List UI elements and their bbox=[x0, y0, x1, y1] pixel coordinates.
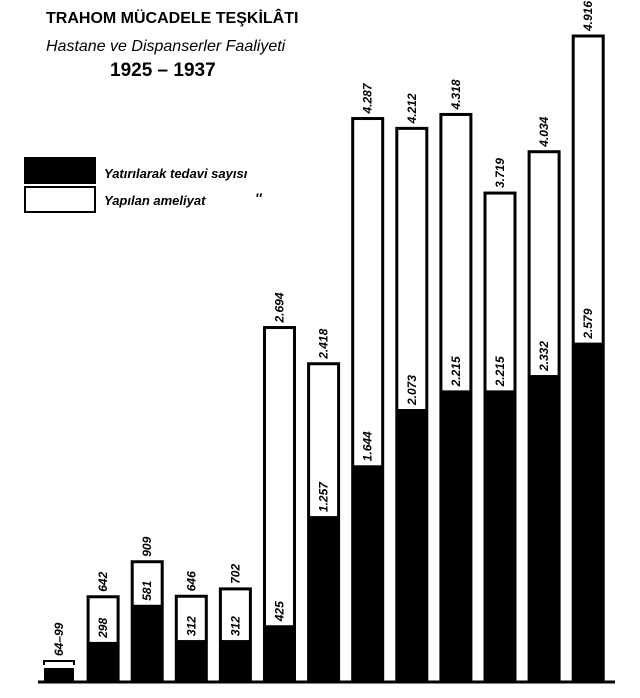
bar-label-top-1928: 646 bbox=[184, 571, 198, 591]
bar-label-inside-1937: 2.579 bbox=[581, 308, 595, 339]
bar-label-inside-1930: 425 bbox=[273, 601, 287, 622]
bar-label-top-1926: 642 bbox=[96, 571, 110, 591]
bar-label-top-1929: 702 bbox=[228, 564, 242, 584]
bar-1926-yatirilarak bbox=[88, 642, 118, 681]
bar-label-top-1933: 4.212 bbox=[405, 93, 419, 124]
bar-1927-yatirilarak bbox=[132, 605, 162, 681]
bar-1928-yatirilarak bbox=[176, 640, 206, 681]
bar-label-top-1937: 4.916 bbox=[581, 1, 595, 32]
bar-label-inside-1934: 2.215 bbox=[449, 356, 463, 387]
bar-1933-yatirilarak bbox=[397, 409, 427, 681]
legend-swatch-ameliyat bbox=[25, 187, 95, 212]
bar-1925-bracket bbox=[44, 661, 74, 665]
legend-swatch-yatirilarak bbox=[25, 158, 95, 183]
bar-label-inside-1936: 2.332 bbox=[537, 341, 551, 372]
bar-label-inside-1935: 2.215 bbox=[493, 356, 507, 387]
bar-label-inside-1929: 312 bbox=[228, 616, 242, 636]
bar-label-top-1932: 4.287 bbox=[361, 82, 375, 114]
bar-label-inside-1927: 581 bbox=[140, 580, 154, 600]
bar-label-inside-1926: 298 bbox=[96, 618, 110, 639]
bar-1932-yatirilarak bbox=[353, 465, 383, 681]
legend-label-ameliyat: Yapılan ameliyat bbox=[104, 193, 206, 208]
bar-label-inside-1932: 1.644 bbox=[361, 431, 375, 461]
bar-label-top-1936: 4.034 bbox=[537, 116, 551, 147]
bar-1929-yatirilarak bbox=[220, 640, 250, 681]
legend-label-yatirilarak: Yatırılarak tedavi sayısı bbox=[104, 166, 248, 181]
bar-1931-yatirilarak bbox=[309, 516, 339, 681]
bar-label-top-1934: 4.318 bbox=[449, 79, 463, 110]
bar-1937-yatirilarak bbox=[573, 343, 603, 681]
bar-label-inside-1928: 312 bbox=[184, 616, 198, 636]
bar-1925-yatirilarak bbox=[44, 668, 74, 681]
bar-label-top-1931: 2.418 bbox=[317, 328, 331, 359]
bar-label-top-1927: 909 bbox=[140, 536, 154, 556]
bar-1934-yatirilarak bbox=[441, 390, 471, 681]
bar-label-top-1930: 2.694 bbox=[273, 292, 287, 323]
legend-ditto-mark: ″ bbox=[255, 190, 263, 206]
bar-1936-yatirilarak bbox=[529, 375, 559, 681]
bar-1930-yatirilarak bbox=[265, 625, 295, 681]
bar-label-top-1935: 3.719 bbox=[493, 158, 507, 188]
bar-label-inside-1931: 1.257 bbox=[317, 481, 331, 512]
bar-label-inside-1933: 2.073 bbox=[405, 375, 419, 406]
bar-1935-yatirilarak bbox=[485, 390, 515, 681]
bar-label-top-1925: 64–99 bbox=[52, 622, 66, 656]
